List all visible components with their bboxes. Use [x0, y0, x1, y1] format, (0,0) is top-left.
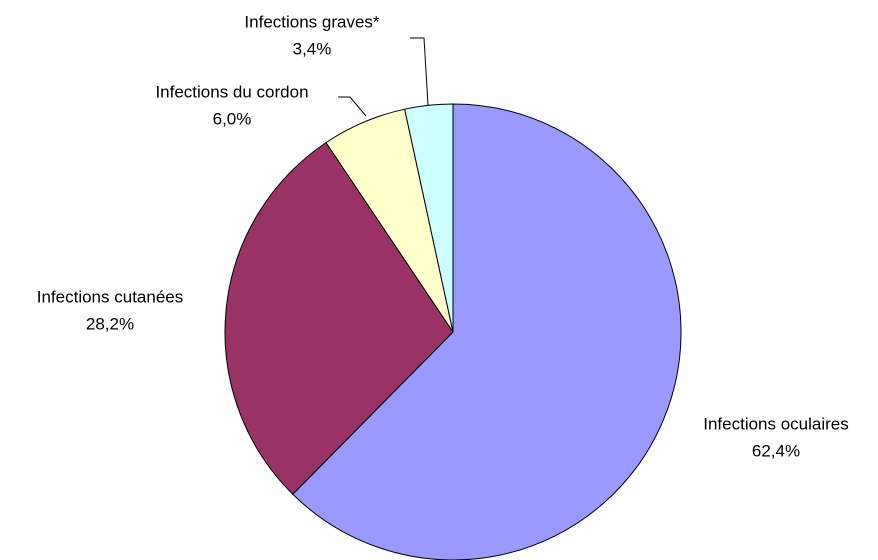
slice-value-label: 62,4%	[752, 441, 800, 460]
slice-label: Infections graves*	[244, 12, 380, 31]
slice-label: Infections du cordon	[155, 82, 308, 101]
slice-value-label: 3,4%	[293, 39, 332, 58]
slice-value-label: 6,0%	[213, 109, 252, 128]
pie-slice	[292, 103, 682, 560]
leader-line	[410, 37, 429, 106]
slice-label: Infections cutanées	[37, 287, 183, 306]
slice-value-label: 28,2%	[86, 314, 134, 333]
leader-line	[338, 96, 367, 117]
slice-label: Infections oculaires	[703, 414, 849, 433]
pie-slice	[404, 103, 454, 333]
pie-slice	[224, 141, 454, 495]
